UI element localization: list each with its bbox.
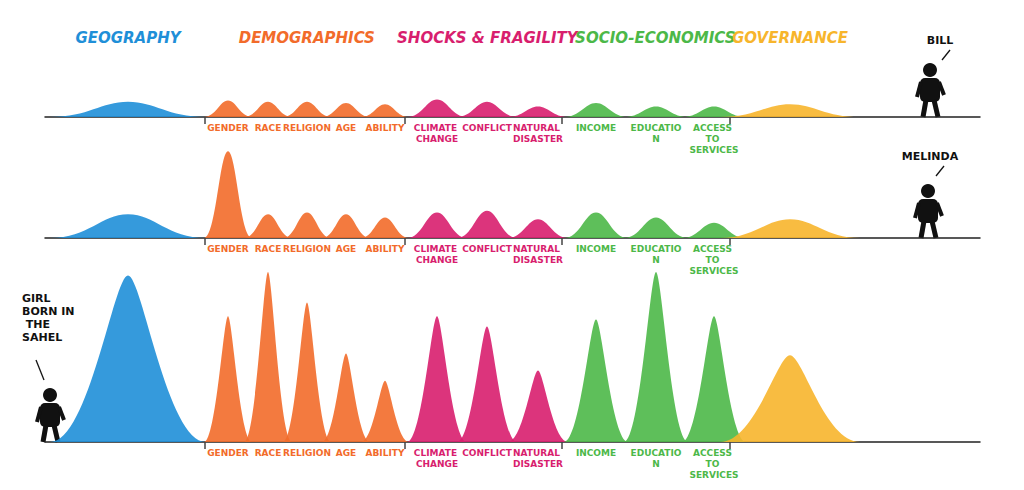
svg-text:N: N — [652, 459, 660, 469]
svg-text:INCOME: INCOME — [576, 123, 616, 133]
svg-text:SERVICES: SERVICES — [689, 470, 738, 480]
svg-text:SERVICES: SERVICES — [689, 145, 738, 155]
svg-text:RELIGION: RELIGION — [283, 448, 331, 458]
svg-text:RACE: RACE — [255, 123, 282, 133]
svg-text:INCOME: INCOME — [576, 244, 616, 254]
svg-text:ABILITY: ABILITY — [366, 244, 405, 254]
svg-text:CLIMATE: CLIMATE — [414, 448, 460, 458]
svg-text:NATURAL: NATURAL — [513, 123, 563, 133]
svg-text:CHANGE: CHANGE — [416, 459, 458, 469]
svg-text:CLIMATE: CLIMATE — [414, 244, 460, 254]
svg-text:CONFLICT: CONFLICT — [462, 123, 513, 133]
svg-text:GENDER: GENDER — [207, 448, 249, 458]
svg-text:GENDER: GENDER — [207, 123, 249, 133]
svg-text:N: N — [652, 255, 660, 265]
svg-text:SOCIO-ECONOMICS: SOCIO-ECONOMICS — [575, 29, 736, 47]
svg-text:GOVERNANCE: GOVERNANCE — [732, 29, 849, 47]
svg-text:INCOME: INCOME — [576, 448, 616, 458]
svg-text:CONFLICT: CONFLICT — [462, 244, 513, 254]
svg-text:EDUCATIO: EDUCATIO — [631, 123, 682, 133]
svg-text:ACCESS: ACCESS — [693, 448, 735, 458]
svg-text:NATURAL: NATURAL — [513, 244, 563, 254]
svg-text:RACE: RACE — [255, 244, 282, 254]
svg-text:TO: TO — [706, 134, 723, 144]
svg-text:MELINDA: MELINDA — [902, 150, 959, 163]
svg-text:CHANGE: CHANGE — [416, 134, 458, 144]
svg-text:GENDER: GENDER — [207, 244, 249, 254]
svg-text:SHOCKS & FRAGILITY: SHOCKS & FRAGILITY — [397, 29, 580, 47]
svg-text:DEMOGRAPHICS: DEMOGRAPHICS — [239, 29, 375, 47]
svg-text:ACCESS: ACCESS — [693, 123, 735, 133]
svg-text:ABILITY: ABILITY — [366, 123, 405, 133]
svg-text:DISASTER: DISASTER — [513, 459, 563, 469]
svg-text:ACCESS: ACCESS — [693, 244, 735, 254]
svg-text:BORN IN: BORN IN — [22, 305, 75, 318]
svg-text:GEOGRAPHY: GEOGRAPHY — [75, 29, 182, 47]
svg-text:TO: TO — [706, 255, 723, 265]
svg-text:GIRL: GIRL — [22, 292, 54, 305]
svg-text:NATURAL: NATURAL — [513, 448, 563, 458]
svg-text:AGE: AGE — [336, 123, 357, 133]
svg-text:SERVICES: SERVICES — [689, 266, 738, 276]
svg-text:AGE: AGE — [336, 448, 357, 458]
svg-text:SAHEL: SAHEL — [22, 331, 62, 344]
svg-text:AGE: AGE — [336, 244, 357, 254]
svg-text:RACE: RACE — [255, 448, 282, 458]
svg-text:ABILITY: ABILITY — [366, 448, 405, 458]
svg-text:EDUCATIO: EDUCATIO — [631, 244, 682, 254]
svg-text:BILL: BILL — [927, 34, 954, 47]
svg-text:CHANGE: CHANGE — [416, 255, 458, 265]
svg-text:RELIGION: RELIGION — [283, 123, 331, 133]
svg-text:RELIGION: RELIGION — [283, 244, 331, 254]
svg-text:CONFLICT: CONFLICT — [462, 448, 513, 458]
svg-text:DISASTER: DISASTER — [513, 255, 563, 265]
svg-text:TO: TO — [706, 459, 723, 469]
svg-text:CLIMATE: CLIMATE — [414, 123, 460, 133]
svg-text:THE: THE — [22, 318, 54, 331]
svg-text:DISASTER: DISASTER — [513, 134, 563, 144]
svg-text:EDUCATIO: EDUCATIO — [631, 448, 682, 458]
svg-text:N: N — [652, 134, 660, 144]
